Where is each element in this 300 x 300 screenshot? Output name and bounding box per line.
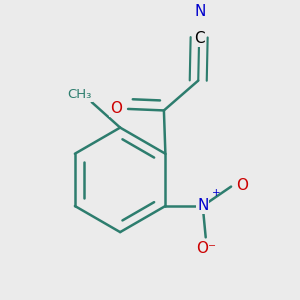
Text: O: O [236,178,248,193]
Text: CH₃: CH₃ [68,88,92,101]
Text: O⁻: O⁻ [196,241,216,256]
Text: N: N [194,4,206,20]
Text: C: C [194,31,205,46]
Text: N: N [197,199,208,214]
Text: O: O [110,101,122,116]
Text: +: + [212,188,221,198]
